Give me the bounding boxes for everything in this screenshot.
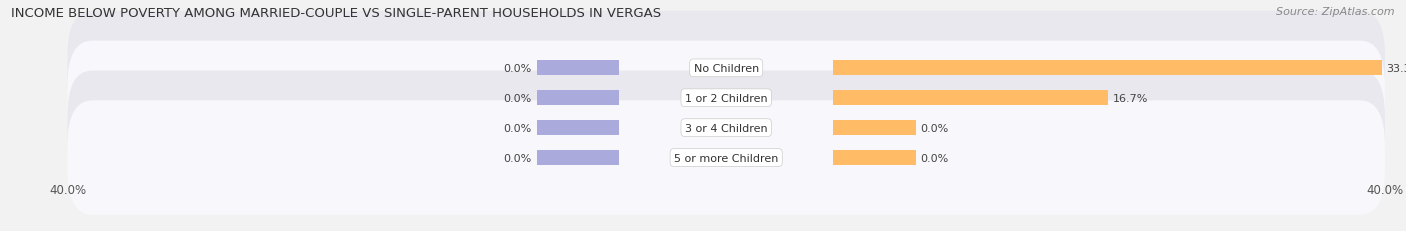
FancyBboxPatch shape: [67, 12, 1385, 125]
Bar: [537, 121, 619, 136]
FancyBboxPatch shape: [67, 41, 1385, 155]
Text: 16.7%: 16.7%: [1114, 93, 1149, 103]
Text: 0.0%: 0.0%: [921, 153, 949, 163]
Text: 0.0%: 0.0%: [921, 123, 949, 133]
Bar: [834, 91, 1108, 106]
Text: 33.3%: 33.3%: [1386, 64, 1406, 73]
Bar: [834, 121, 915, 136]
Text: 0.0%: 0.0%: [503, 93, 531, 103]
Text: Source: ZipAtlas.com: Source: ZipAtlas.com: [1277, 7, 1395, 17]
Text: 1 or 2 Children: 1 or 2 Children: [685, 93, 768, 103]
Bar: [834, 61, 1382, 76]
Bar: [834, 150, 915, 165]
Text: 5 or more Children: 5 or more Children: [673, 153, 779, 163]
Text: INCOME BELOW POVERTY AMONG MARRIED-COUPLE VS SINGLE-PARENT HOUSEHOLDS IN VERGAS: INCOME BELOW POVERTY AMONG MARRIED-COUPL…: [11, 7, 661, 20]
FancyBboxPatch shape: [67, 101, 1385, 215]
Bar: [537, 91, 619, 106]
Bar: [537, 61, 619, 76]
Text: 0.0%: 0.0%: [503, 123, 531, 133]
Text: 3 or 4 Children: 3 or 4 Children: [685, 123, 768, 133]
Text: 0.0%: 0.0%: [503, 153, 531, 163]
FancyBboxPatch shape: [67, 71, 1385, 185]
Text: 0.0%: 0.0%: [503, 64, 531, 73]
Bar: [537, 150, 619, 165]
Text: No Children: No Children: [693, 64, 759, 73]
